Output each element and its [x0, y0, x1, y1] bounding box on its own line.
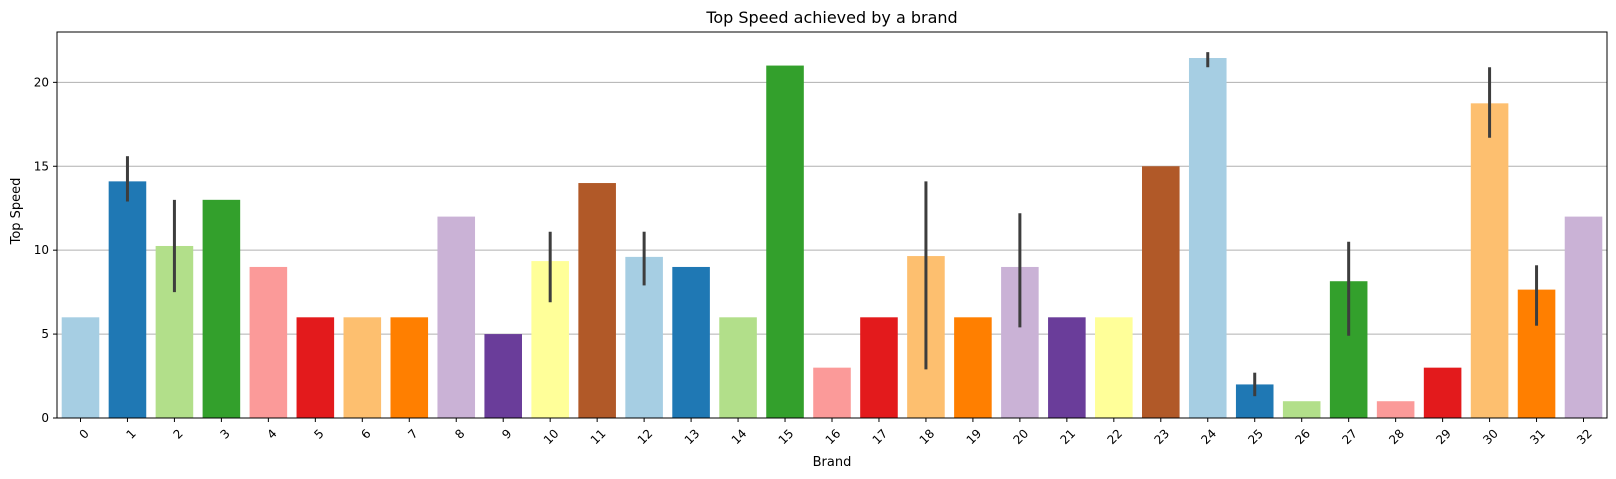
x-tick-label: 26 — [1292, 426, 1313, 447]
bars-group — [61, 58, 1603, 419]
bar — [1142, 166, 1180, 418]
bar — [1095, 317, 1133, 418]
bar — [1282, 401, 1321, 418]
bar — [578, 183, 616, 418]
x-tick-label: 25 — [1245, 426, 1266, 447]
x-axis-label: Brand — [813, 455, 852, 470]
bar — [1564, 216, 1603, 418]
x-tick-label: 3 — [217, 426, 232, 441]
bar — [1470, 103, 1509, 419]
x-axis-ticks: 0 1 2 3 4 5 6 7 8 9 10 11 12 13 14 15 16 17 18 19 20 21 22 23 24… — [77, 418, 1595, 447]
y-tick-label: 5 — [41, 327, 49, 341]
x-tick-label: 20 — [1011, 426, 1032, 447]
bar — [437, 216, 476, 418]
bar — [1376, 401, 1415, 418]
x-tick-label: 15 — [776, 426, 797, 447]
x-tick-label: 2 — [170, 426, 185, 441]
bar — [343, 317, 382, 418]
bar — [1423, 367, 1462, 418]
x-tick-label: 23 — [1151, 426, 1172, 447]
x-tick-label: 14 — [729, 426, 750, 447]
x-tick-label: 32 — [1574, 426, 1595, 447]
x-tick-label: 11 — [588, 426, 609, 447]
y-axis-ticks: 0 5 10 15 20 — [34, 75, 57, 425]
x-tick-label: 28 — [1386, 426, 1407, 447]
bar — [1048, 317, 1086, 418]
bar — [296, 317, 335, 418]
x-tick-label: 24 — [1198, 426, 1219, 447]
x-tick-label: 7 — [405, 426, 420, 441]
x-tick-label: 6 — [358, 426, 373, 441]
bar — [672, 266, 710, 418]
bar — [1188, 58, 1227, 419]
y-tick-label: 10 — [34, 243, 49, 257]
bar — [61, 317, 100, 418]
x-tick-label: 0 — [77, 426, 92, 441]
x-tick-label: 16 — [823, 426, 844, 447]
y-axis-label: Top Speed — [9, 178, 24, 246]
x-tick-label: 21 — [1057, 426, 1078, 447]
bar — [108, 181, 147, 418]
bar — [954, 317, 992, 418]
x-tick-label: 17 — [870, 426, 891, 447]
bar — [813, 367, 851, 418]
plot-frame — [56, 31, 1608, 419]
x-tick-label: 13 — [682, 426, 703, 447]
x-tick-label: 4 — [264, 426, 279, 441]
bar — [390, 317, 429, 418]
x-tick-label: 1 — [123, 426, 138, 441]
x-tick-label: 29 — [1433, 426, 1454, 447]
x-tick-label: 19 — [964, 426, 985, 447]
bar — [860, 317, 898, 418]
error-bars-group — [125, 52, 1539, 397]
grid-lines — [57, 81, 1607, 335]
x-tick-label: 22 — [1104, 426, 1125, 447]
x-tick-label: 18 — [917, 426, 938, 447]
x-tick-label: 27 — [1339, 426, 1360, 447]
chart-title: Top Speed achieved by a brand — [705, 8, 957, 27]
y-tick-label: 15 — [34, 159, 49, 173]
bar — [484, 334, 522, 418]
bar — [766, 65, 804, 418]
x-tick-label: 9 — [499, 426, 514, 441]
x-tick-label: 12 — [635, 426, 656, 447]
x-tick-label: 31 — [1527, 426, 1548, 447]
x-tick-label: 5 — [311, 426, 326, 441]
bar — [202, 199, 241, 418]
y-tick-label: 20 — [34, 75, 49, 89]
bar — [249, 266, 288, 418]
x-tick-label: 8 — [452, 426, 467, 441]
bar — [719, 317, 757, 418]
y-tick-label: 0 — [41, 411, 49, 425]
x-tick-label: 10 — [541, 426, 562, 447]
x-tick-label: 30 — [1480, 426, 1501, 447]
